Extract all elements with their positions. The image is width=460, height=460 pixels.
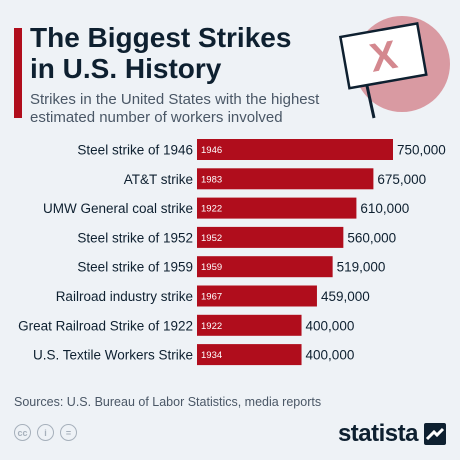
- value-label: 675,000: [377, 172, 426, 187]
- subtitle-line-1: Strikes in the United States with the hi…: [30, 91, 320, 108]
- no-derivatives-icon[interactable]: =: [60, 424, 77, 441]
- value-label: 400,000: [306, 318, 355, 333]
- bar: [197, 285, 317, 307]
- bar-year-label: 1946: [201, 145, 222, 156]
- value-label: 750,000: [397, 143, 446, 158]
- chart-marks: Steel strike of 1946 1946 750,000 AT&T stri…: [18, 139, 446, 366]
- category-label: UMW General coal strike: [43, 201, 193, 216]
- brand-wordmark: statista: [337, 420, 419, 447]
- bar-year-label: 1922: [201, 204, 222, 215]
- bar: [197, 344, 302, 366]
- attribution-icon[interactable]: i: [37, 424, 54, 441]
- bar-year-label: 1934: [201, 350, 222, 361]
- bar-year-label: 1959: [201, 262, 222, 273]
- bar: [197, 226, 344, 248]
- sign-board: [338, 21, 428, 90]
- value-label: 400,000: [306, 348, 355, 363]
- title-line-2: in U.S. History: [30, 53, 222, 84]
- title-accent-bar: [14, 28, 22, 118]
- statista-logo[interactable]: statista: [338, 420, 446, 448]
- category-label: Railroad industry strike: [56, 289, 193, 304]
- title-line-1: The Biggest Strikes: [30, 22, 292, 53]
- bar: [197, 314, 302, 336]
- brand-mark-icon: [424, 423, 446, 445]
- value-label: 519,000: [337, 260, 386, 275]
- bar-year-label: 1967: [201, 292, 222, 303]
- value-label: 610,000: [360, 201, 409, 216]
- category-label: U.S. Textile Workers Strike: [33, 348, 193, 363]
- source-note: Sources: U.S. Bureau of Labor Statistics…: [14, 395, 322, 409]
- creative-commons-icon[interactable]: cc: [14, 424, 31, 441]
- bar: [197, 197, 357, 219]
- protest-sign-illustration: X: [338, 16, 450, 119]
- value-label: 459,000: [321, 289, 370, 304]
- bar-year-label: 1983: [201, 174, 222, 185]
- subtitle: Strikes in the United States with the hi…: [30, 91, 330, 127]
- subtitle-line-2: estimated number of workers involved: [30, 109, 283, 126]
- page-title: The Biggest Strikes in U.S. History: [30, 22, 330, 84]
- bar-year-label: 1922: [201, 321, 222, 332]
- bar: [197, 139, 393, 160]
- value-label: 560,000: [347, 230, 396, 245]
- category-label: Steel strike of 1952: [77, 230, 193, 245]
- category-label: Steel strike of 1946: [77, 143, 193, 158]
- strikes-bar-chart: Steel strike of 1946 1946 750,000 AT&T stri…: [18, 139, 446, 366]
- bar-year-label: 1952: [201, 233, 222, 244]
- bar: [197, 256, 333, 278]
- category-label: Steel strike of 1959: [77, 260, 193, 275]
- category-label: AT&T strike: [124, 172, 193, 187]
- category-label: Great Railroad Strike of 1922: [18, 318, 193, 333]
- license-icons[interactable]: cc i =: [14, 424, 77, 441]
- bar: [197, 168, 374, 190]
